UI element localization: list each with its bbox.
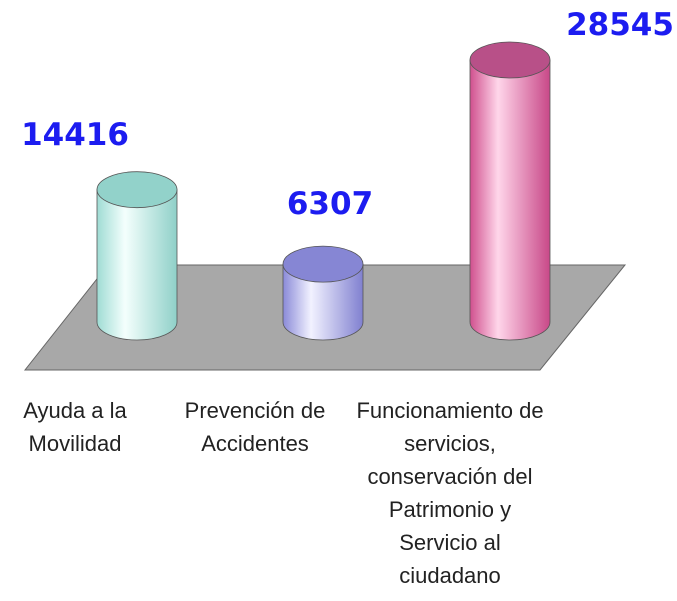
bar-top — [469, 41, 551, 79]
category-label: Prevención de Accidentes — [184, 398, 326, 456]
bar-top — [282, 245, 364, 283]
bar — [282, 263, 364, 341]
bars — [96, 41, 551, 341]
category-label: Funcionamiento de servicios, conservació… — [356, 398, 544, 588]
value-label: 14416 — [21, 117, 129, 153]
cylinder — [96, 171, 178, 341]
cylinder — [282, 245, 364, 341]
value-label: 6307 — [287, 186, 373, 222]
bar-top — [96, 171, 178, 209]
category-label: Ayuda a la Movilidad — [23, 398, 127, 456]
cylinder — [469, 41, 551, 341]
bar — [96, 189, 178, 341]
value-label: 28545 — [566, 7, 674, 43]
bar — [469, 59, 551, 341]
